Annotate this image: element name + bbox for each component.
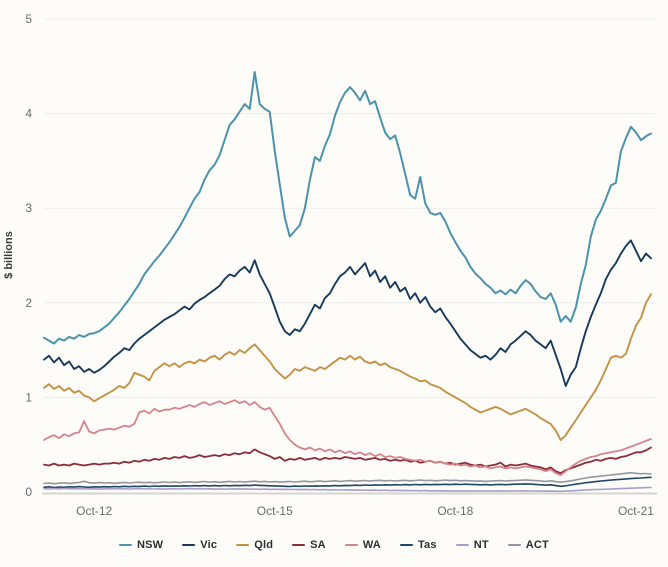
legend-swatch-vic (182, 543, 196, 547)
legend-swatch-nt (455, 543, 469, 547)
series-line-qld (43, 293, 652, 441)
y-tick-label-0: 0 (25, 485, 32, 499)
y-tick-label-2: 2 (25, 296, 32, 310)
legend-label-vic: Vic (200, 539, 218, 551)
legend-label-act: ACT (525, 539, 549, 551)
legend-swatch-wa (344, 543, 358, 547)
series-line-vic (43, 239, 652, 387)
legend-item-qld: Qld (236, 539, 273, 551)
legend-swatch-sa (292, 543, 306, 547)
x-axis-tick-labels: Oct-12 Oct-15 Oct-18 Oct-21 (76, 504, 654, 518)
legend-item-tas: Tas (399, 539, 437, 551)
y-tick-label-5: 5 (25, 12, 32, 26)
legend-item-nt: NT (455, 539, 489, 551)
y-tick-label-1: 1 (25, 390, 32, 404)
series-line-tas (43, 476, 652, 489)
legend-label-wa: WA (362, 539, 381, 551)
x-tick-label-Oct-21: Oct-21 (618, 504, 654, 518)
series-line-nsw (43, 71, 652, 345)
legend-item-act: ACT (507, 539, 549, 551)
legend-item-wa: WA (344, 539, 381, 551)
legend-label-tas: Tas (417, 539, 437, 551)
legend-label-nsw: NSW (137, 539, 164, 551)
y-axis-title: $ billions (3, 231, 15, 279)
legend-item-sa: SA (292, 539, 326, 551)
y-tick-label-4: 4 (25, 107, 32, 121)
legend-label-sa: SA (310, 539, 326, 551)
series-line-nt (43, 486, 652, 493)
legend-item-nsw: NSW (119, 539, 163, 551)
x-tick-label-Oct-18: Oct-18 (437, 504, 473, 518)
legend-swatch-qld (236, 543, 250, 547)
y-axis-tick-labels: 0 1 2 3 4 5 (25, 12, 32, 499)
legend-swatch-nsw (119, 543, 132, 547)
legend-swatch-tas (399, 543, 413, 547)
x-tick-label-Oct-12: Oct-12 (76, 504, 112, 518)
legend-label-qld: Qld (254, 539, 274, 551)
legend-item-vic: Vic (182, 539, 217, 551)
series-line-act (43, 471, 652, 485)
legend-label-nt: NT (473, 539, 489, 551)
series-line-wa (43, 399, 652, 476)
chart-legend: NSW Vic Qld SA WA Tas NT ACT (0, 539, 668, 551)
series-lines (43, 71, 652, 493)
gridlines (42, 18, 657, 495)
y-tick-label-3: 3 (25, 201, 32, 215)
x-tick-label-Oct-15: Oct-15 (257, 504, 293, 518)
series-line-sa (43, 446, 652, 475)
legend-swatch-act (507, 543, 521, 547)
